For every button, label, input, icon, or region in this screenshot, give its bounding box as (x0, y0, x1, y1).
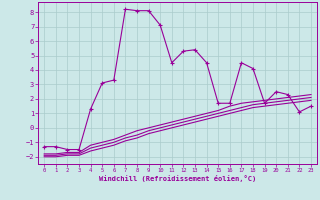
X-axis label: Windchill (Refroidissement éolien,°C): Windchill (Refroidissement éolien,°C) (99, 175, 256, 182)
